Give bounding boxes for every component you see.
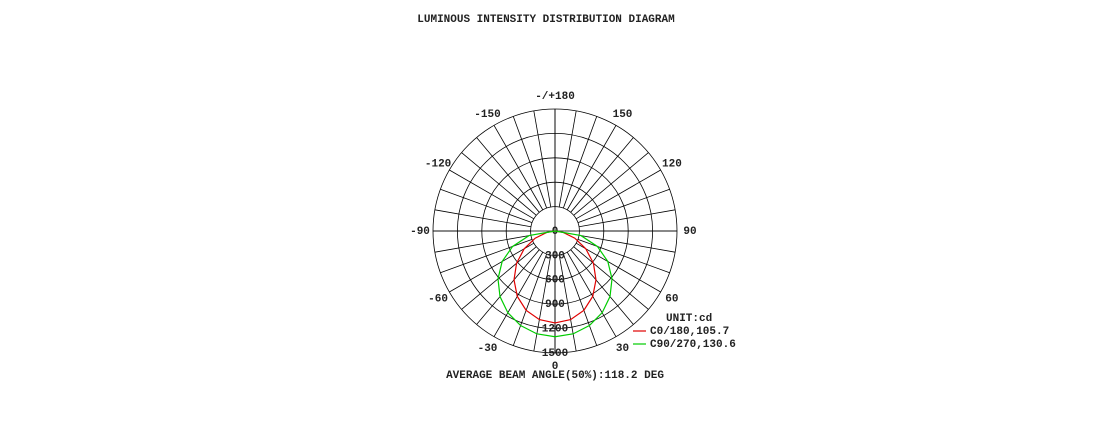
angle-tick-label: -120: [425, 158, 451, 170]
angle-tick-label: 30: [616, 343, 629, 355]
r-tick-label: 0: [552, 226, 559, 238]
chart-title: LUMINOUS INTENSITY DISTRIBUTION DIAGRAM: [417, 14, 675, 26]
angle-tick-label: 0: [552, 361, 559, 373]
grid-ring: [481, 157, 629, 305]
grid-ring: [432, 108, 678, 354]
legend-label: C90/270,130.6: [650, 339, 736, 351]
r-tick-label: 300: [545, 250, 565, 262]
angle-tick-label: 90: [683, 226, 696, 238]
angle-tick-label: 150: [613, 109, 633, 121]
angle-tick-label: -90: [410, 226, 430, 238]
angle-tick-label: -60: [428, 293, 448, 305]
r-tick-label: 1200: [542, 324, 568, 336]
angle-tick-label: -30: [478, 343, 498, 355]
angle-tick-label: 60: [665, 293, 678, 305]
grid-ring: [530, 206, 580, 256]
angle-tick-label: -/+180: [535, 91, 575, 103]
grid-ring: [456, 132, 653, 329]
r-tick-label: 900: [545, 299, 565, 311]
legend-label: C0/180,105.7: [650, 326, 729, 338]
curve: [513, 230, 597, 324]
angle-tick-label: 120: [662, 158, 682, 170]
grid-ring: [505, 181, 605, 281]
unit-label: UNIT:cd: [666, 313, 712, 325]
curve: [497, 230, 613, 338]
angle-tick-label: -150: [474, 109, 500, 121]
r-tick-label: 1500: [542, 348, 568, 360]
r-tick-label: 600: [545, 275, 565, 287]
footer: AVERAGE BEAM ANGLE(50%):118.2 DEG: [446, 370, 664, 382]
